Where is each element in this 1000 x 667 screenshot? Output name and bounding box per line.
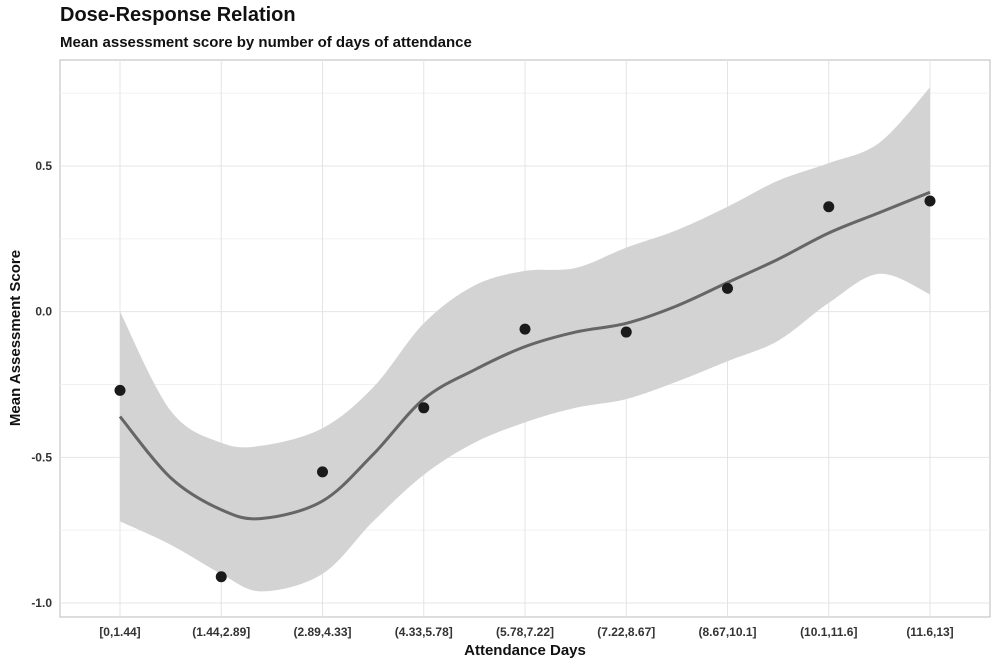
data-point [722, 282, 733, 294]
y-tick-labels: -1.0 -0.5 0.0 0.5 [31, 159, 52, 610]
y-tick-label: 0.5 [35, 159, 52, 173]
y-tick-label: 0.0 [35, 305, 52, 319]
data-point [215, 571, 227, 583]
data-point [114, 384, 126, 396]
y-tick-label: -1.0 [31, 596, 52, 610]
smooth-fit-line [118, 190, 931, 521]
y-tick-label: -0.5 [31, 450, 52, 464]
x-tick-labels: [0,1.44] (1.44,2.89] (2.89,4.33] (4.33,5.78… [99, 625, 953, 639]
x-tick-label: (8.67,10.1] [698, 625, 756, 639]
x-tick-label: (4.33,5.78] [395, 625, 453, 639]
x-tick-label: (11.6,13] [906, 625, 953, 639]
data-point [418, 402, 430, 414]
x-tick-label: [0,1.44] [99, 625, 140, 639]
confidence-ribbon [120, 87, 930, 592]
x-tick-label: (2.89,4.33] [293, 625, 351, 639]
points-layer [114, 195, 936, 583]
data-point [519, 323, 531, 335]
x-tick-label: (5.78,7.22] [496, 625, 554, 639]
x-tick-label: (7.22,8.67] [597, 625, 655, 639]
x-axis-title: Attendance Days [464, 642, 586, 659]
chart-title: Dose-Response Relation [60, 4, 296, 26]
chart-subtitle: Mean assessment score by number of days … [60, 34, 472, 51]
x-tick-label: (10.1,11.6] [800, 625, 857, 639]
data-point [924, 195, 936, 207]
data-point [317, 466, 328, 478]
data-point [620, 326, 632, 338]
data-point [823, 201, 835, 213]
x-tick-label: (1.44,2.89] [192, 625, 250, 639]
y-axis-title: Mean Assessment Score [7, 250, 24, 426]
